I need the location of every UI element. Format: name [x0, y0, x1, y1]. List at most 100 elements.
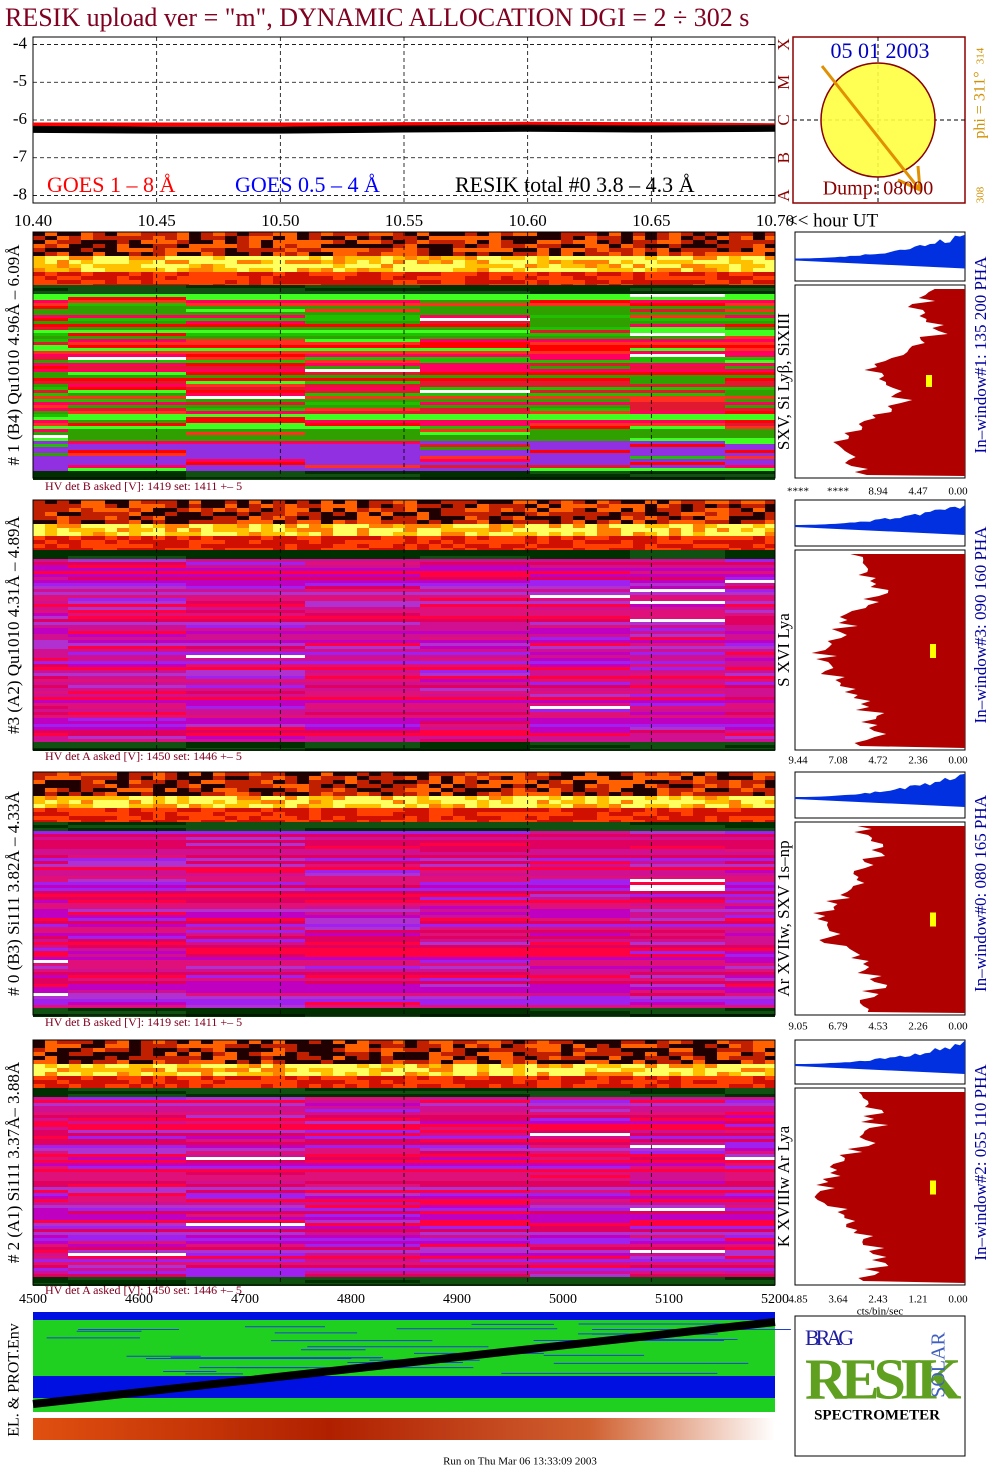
- spectrogram-cell: [725, 411, 775, 414]
- spectrogram-cell: [33, 450, 68, 453]
- strip-cell: [405, 520, 417, 524]
- strip-cell: [297, 520, 309, 524]
- strip-cell: [429, 512, 441, 516]
- spectrogram-cell: [725, 1100, 775, 1103]
- strip-cell: [513, 276, 525, 280]
- spectrogram-cell: [305, 658, 420, 661]
- spectrogram-cell: [420, 462, 530, 465]
- strip-cell: [441, 1044, 453, 1048]
- strip-cell: [441, 792, 453, 796]
- strip-cell: [273, 536, 285, 540]
- strip-cell: [237, 808, 249, 812]
- spectrogram-cell: [530, 867, 630, 870]
- strip-cell: [153, 256, 165, 260]
- spectrogram-cell: [725, 312, 775, 315]
- strip-cell: [225, 500, 237, 504]
- spectrogram-cell: [33, 468, 68, 471]
- strip-cell: [669, 816, 681, 820]
- strip-cell: [165, 252, 177, 256]
- strip-cell: [477, 784, 489, 788]
- spectrogram-cell: [420, 1103, 530, 1106]
- spectrogram-cell: [68, 333, 186, 336]
- strip-cell: [657, 776, 669, 780]
- spectrogram-cell: [305, 429, 420, 432]
- spectrogram-cell: [630, 691, 725, 694]
- strip-cell: [549, 252, 561, 256]
- strip-cell: [561, 804, 573, 808]
- spectrogram-cell: [630, 625, 725, 628]
- spectrogram-cell: [33, 918, 68, 921]
- strip-cell: [597, 232, 609, 236]
- strip-cell: [393, 788, 405, 792]
- strip-cell: [273, 256, 285, 260]
- strip-cell: [453, 532, 465, 536]
- strip-cell: [441, 816, 453, 820]
- spectrogram-cell: [630, 559, 725, 562]
- strip-cell: [453, 268, 465, 272]
- strip-cell: [285, 252, 297, 256]
- spectrogram-cell: [420, 727, 530, 730]
- spectrogram-cell: [186, 637, 305, 640]
- strip-cell: [765, 1080, 775, 1084]
- strip-cell: [729, 776, 741, 780]
- strip-cell: [297, 1056, 309, 1060]
- spectrogram-cell: [725, 598, 775, 601]
- strip-cell: [153, 232, 165, 236]
- strip-cell: [381, 1056, 393, 1060]
- spectrogram-cell: [33, 297, 68, 300]
- strip-cell: [261, 260, 273, 264]
- strip-cell: [309, 508, 321, 512]
- spectrogram-cell: [420, 996, 530, 999]
- spectrogram-cell: [420, 348, 530, 351]
- strip-cell: [81, 1072, 93, 1076]
- spectrogram-cell: [305, 879, 420, 882]
- strip-cell: [477, 248, 489, 252]
- spectrogram-cell: [530, 360, 630, 363]
- strip-cell: [141, 788, 153, 792]
- spectrogram-cell: [420, 894, 530, 897]
- spectrogram-cell: [33, 465, 68, 468]
- spectrogram-cell: [33, 870, 68, 873]
- spectrogram-cell: [530, 951, 630, 954]
- strip-cell: [537, 1076, 549, 1080]
- spectrogram-cell: [725, 1008, 775, 1011]
- spectrogram-cell: [68, 855, 186, 858]
- spectrogram-cell: [33, 945, 68, 948]
- strip-cell: [429, 524, 441, 528]
- spectrogram-cell: [305, 447, 420, 450]
- spectrogram-cell: [68, 885, 186, 888]
- strip-cell: [405, 800, 417, 804]
- strip-cell: [561, 236, 573, 240]
- strip-cell: [129, 240, 141, 244]
- strip-cell: [261, 512, 273, 516]
- spectrogram-cell: [530, 580, 630, 583]
- spectrogram-cell: [420, 715, 530, 718]
- strip-cell: [45, 804, 57, 808]
- strip-cell: [609, 508, 621, 512]
- strip-cell: [633, 1056, 645, 1060]
- strip-cell: [465, 800, 477, 804]
- strip-cell: [549, 1064, 561, 1068]
- spectrogram-cell: [420, 652, 530, 655]
- strip-cell: [681, 800, 693, 804]
- spectrogram-cell: [420, 978, 530, 981]
- spectrogram-cell: [68, 831, 186, 834]
- strip-cell: [69, 532, 81, 536]
- spectrogram-cell: [530, 435, 630, 438]
- spectrogram-cell: [725, 906, 775, 909]
- spectrogram-cell: [68, 372, 186, 375]
- strip-cell: [129, 1080, 141, 1084]
- spectrogram-cell: [33, 700, 68, 703]
- strip-cell: [189, 276, 201, 280]
- spectrogram-cell: [630, 453, 725, 456]
- spectrogram-cell: [630, 631, 725, 634]
- strip-cell: [57, 240, 69, 244]
- strip-cell: [621, 256, 633, 260]
- strip-cell: [117, 544, 129, 548]
- strip-cell: [33, 1080, 45, 1084]
- strip-cell: [297, 776, 309, 780]
- strip-cell: [537, 536, 549, 540]
- strip-cell: [561, 244, 573, 248]
- spectrogram-cell: [186, 673, 305, 676]
- strip-cell: [309, 260, 321, 264]
